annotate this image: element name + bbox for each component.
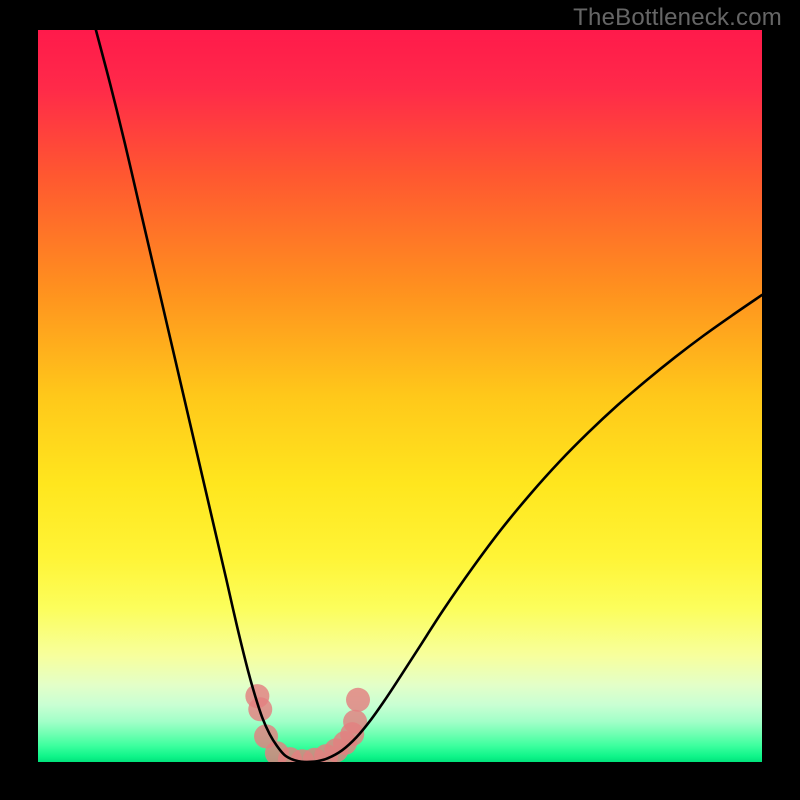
bottleneck-curve-right	[306, 295, 762, 762]
bottleneck-curve-left	[96, 30, 306, 762]
curve-layer	[38, 30, 762, 762]
plot-area	[38, 30, 762, 762]
chart-container: TheBottleneck.com	[0, 0, 800, 800]
data-marker	[346, 688, 370, 712]
watermark-text: TheBottleneck.com	[573, 4, 782, 32]
